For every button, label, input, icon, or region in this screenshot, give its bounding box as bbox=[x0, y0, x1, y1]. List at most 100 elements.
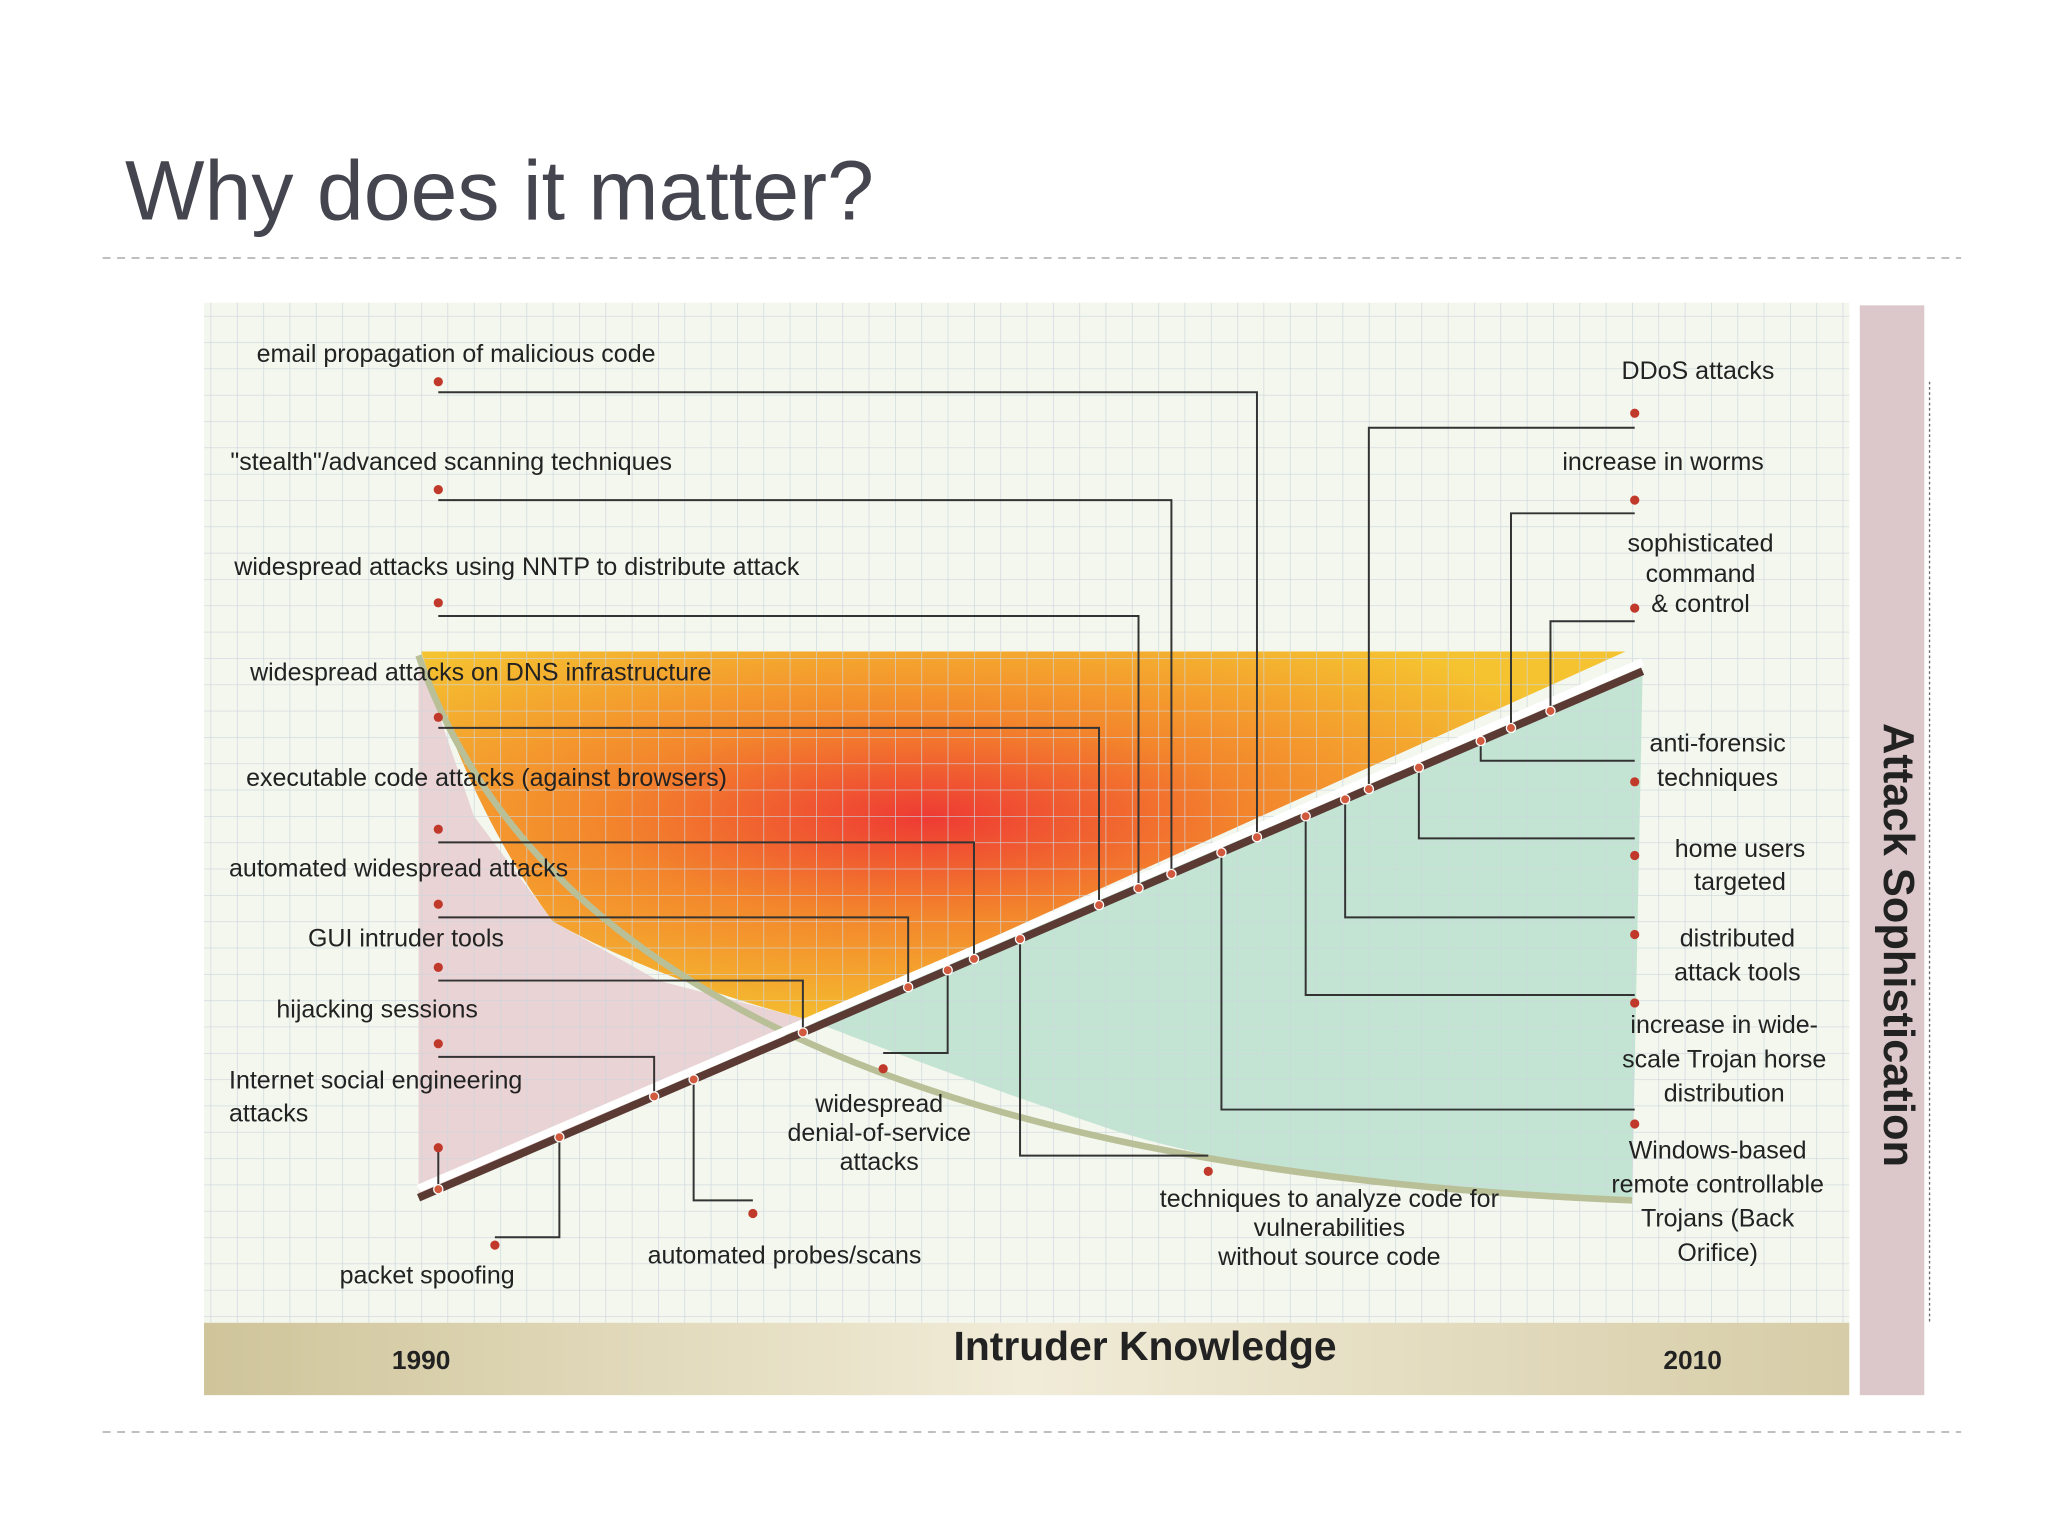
diagonal-dot bbox=[688, 1074, 699, 1085]
label: executable code attacks (against browser… bbox=[246, 764, 727, 792]
connector bbox=[1344, 799, 1635, 919]
label: Trojans (Back bbox=[1641, 1205, 1795, 1233]
diagonal-dot bbox=[1166, 868, 1177, 880]
y-axis-bar bbox=[1859, 305, 1925, 1396]
label: vulnerabilities bbox=[1254, 1214, 1405, 1242]
label: without source code bbox=[1217, 1243, 1440, 1271]
pin bbox=[433, 962, 443, 973]
diagonal-dot bbox=[554, 1131, 565, 1143]
diagonal-dot bbox=[797, 1027, 809, 1038]
y-axis-label: Attack Sophistication bbox=[1874, 723, 1922, 1167]
label: email propagation of malicious code bbox=[257, 340, 656, 368]
pin bbox=[433, 377, 443, 387]
label: targeted bbox=[1694, 868, 1786, 896]
connector bbox=[1479, 741, 1635, 762]
diagonal bbox=[416, 667, 1645, 1202]
connector bbox=[438, 391, 1258, 838]
diagonal-dot bbox=[1545, 705, 1556, 717]
label: hijacking sessions bbox=[276, 995, 478, 1023]
diagonal-highlight bbox=[416, 658, 1645, 1193]
pin bbox=[433, 485, 443, 495]
slide-title: Why does it matter? bbox=[125, 144, 874, 238]
label: distributed bbox=[1680, 924, 1795, 952]
connector bbox=[494, 1137, 561, 1239]
diagonal-dot bbox=[1505, 722, 1517, 734]
diagonal-dot bbox=[942, 964, 953, 976]
label: automated widespread attacks bbox=[229, 855, 568, 883]
diagonal-dot bbox=[1339, 794, 1351, 805]
diagonal-dot bbox=[433, 1183, 444, 1195]
label: scale Trojan horse bbox=[1622, 1045, 1826, 1073]
connector bbox=[438, 614, 1140, 889]
connector bbox=[438, 979, 804, 1033]
connector bbox=[1510, 512, 1635, 728]
diagonal-dot bbox=[1363, 783, 1375, 795]
pin bbox=[1630, 998, 1640, 1008]
curve bbox=[415, 654, 1633, 1204]
connector bbox=[438, 726, 1101, 906]
connector bbox=[1019, 939, 1209, 1157]
connector bbox=[438, 499, 1173, 875]
diagonal-dot bbox=[1251, 831, 1263, 843]
pin bbox=[1630, 929, 1640, 940]
label: attacks bbox=[840, 1148, 919, 1176]
label: techniques to analyze code for bbox=[1160, 1185, 1499, 1213]
connector bbox=[438, 841, 975, 959]
pin bbox=[748, 1208, 758, 1219]
connector bbox=[1549, 620, 1635, 712]
x-axis-start: 1990 bbox=[392, 1345, 451, 1375]
diagonal-dot bbox=[1133, 882, 1144, 894]
pin bbox=[1630, 408, 1640, 418]
pin bbox=[1630, 850, 1640, 861]
diagonal-dot bbox=[1475, 735, 1486, 747]
pin bbox=[433, 598, 443, 608]
label: increase in worms bbox=[1562, 448, 1763, 476]
diagonal-dot bbox=[1014, 933, 1026, 945]
pin bbox=[1630, 777, 1640, 787]
label: Windows-based bbox=[1629, 1136, 1807, 1164]
x-axis-end: 2010 bbox=[1663, 1345, 1722, 1375]
connector bbox=[1220, 852, 1635, 1111]
pin bbox=[433, 1039, 443, 1049]
connector bbox=[692, 1079, 753, 1202]
label: automated probes/scans bbox=[648, 1242, 922, 1270]
connector bbox=[1367, 426, 1635, 790]
label: packet spoofing bbox=[340, 1261, 515, 1289]
label: attack tools bbox=[1674, 959, 1800, 987]
pin bbox=[433, 899, 443, 909]
label: increase in wide- bbox=[1630, 1011, 1818, 1039]
label: denial-of-service bbox=[788, 1119, 971, 1147]
diagonal-dot bbox=[1413, 762, 1425, 773]
pin bbox=[1203, 1166, 1213, 1177]
pin bbox=[1630, 495, 1640, 505]
label: widespread bbox=[814, 1090, 943, 1118]
diagonal-dot bbox=[1216, 847, 1227, 858]
pin bbox=[490, 1240, 500, 1250]
label: techniques bbox=[1657, 764, 1778, 792]
diagonal-dot bbox=[902, 981, 914, 993]
label: anti-forensic bbox=[1650, 730, 1786, 758]
diagonal-dot bbox=[1300, 811, 1311, 822]
label: Orifice) bbox=[1677, 1239, 1758, 1267]
connector bbox=[438, 916, 910, 988]
pin bbox=[433, 1143, 443, 1153]
label: distribution bbox=[1664, 1080, 1785, 1108]
x-axis-bar bbox=[204, 1322, 1850, 1396]
pin bbox=[1630, 1119, 1640, 1129]
grid bbox=[204, 302, 1850, 1323]
pin bbox=[1630, 603, 1640, 613]
label: widespread attacks on DNS infrastructure bbox=[249, 659, 711, 687]
diagonal-dot bbox=[648, 1091, 660, 1102]
label: remote controllable bbox=[1611, 1171, 1824, 1199]
connector bbox=[1304, 816, 1635, 997]
label: widespread attacks using NNTP to distrib… bbox=[233, 553, 800, 581]
diagonal-dot bbox=[1093, 899, 1105, 911]
connector bbox=[883, 970, 949, 1054]
label: command bbox=[1646, 560, 1756, 588]
pin bbox=[433, 712, 443, 722]
label: DDoS attacks bbox=[1622, 357, 1775, 385]
diagonal-dot bbox=[968, 953, 980, 965]
connector bbox=[1417, 767, 1635, 840]
